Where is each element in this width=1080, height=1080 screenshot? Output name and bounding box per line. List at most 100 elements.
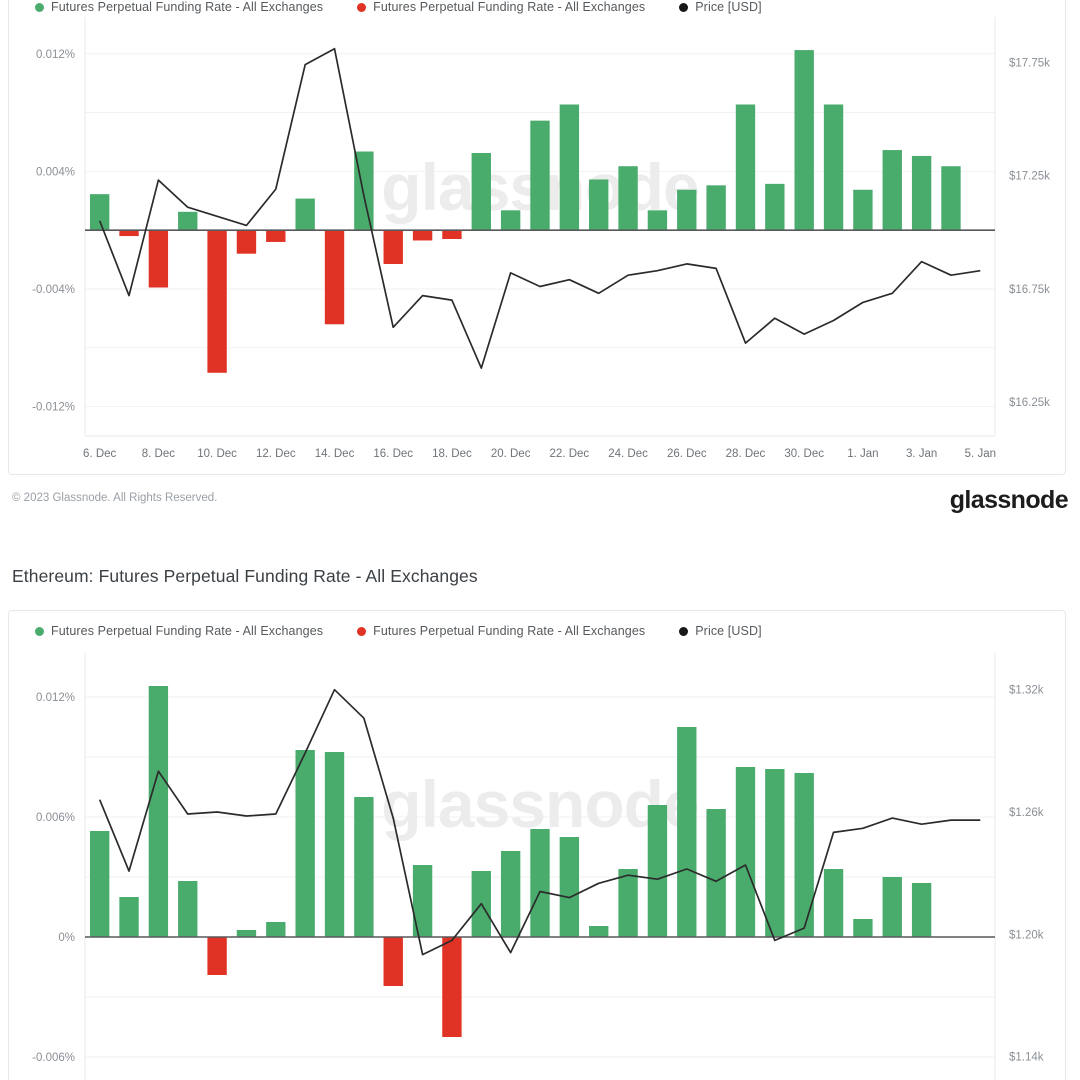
bar-negative[interactable] — [442, 937, 462, 1037]
bar-positive[interactable] — [559, 104, 580, 231]
x-axis-tick-label: 24. Dec — [608, 448, 648, 460]
bar-positive[interactable] — [530, 829, 550, 937]
plot-area-bottom: glassnode 0.012% 0.006% 0% -0.006% $1.32k $1.2… — [9, 611, 1065, 1080]
legend-item-negative-funding-rate[interactable]: Futures Perpetual Funding Rate - All Exc… — [357, 624, 645, 638]
bar-positive[interactable] — [589, 179, 609, 231]
bar-positive[interactable] — [618, 166, 638, 231]
bar-positive[interactable] — [823, 869, 844, 937]
bar-positive[interactable] — [853, 919, 873, 937]
y-axis-tick-label: -0.004% — [32, 284, 75, 296]
y-axis-tick-label: 0.004% — [36, 166, 75, 178]
bar-negative[interactable] — [383, 937, 403, 986]
bar-positive[interactable] — [853, 189, 873, 231]
bar-positive[interactable] — [266, 922, 286, 937]
bar-positive[interactable] — [89, 831, 110, 937]
bar-positive[interactable] — [618, 869, 638, 937]
bar-positive[interactable] — [354, 797, 374, 937]
bar-positive[interactable] — [412, 865, 433, 937]
legend-item-price-usd[interactable]: Price [USD] — [679, 624, 762, 638]
legend-label: Futures Perpetual Funding Rate - All Exc… — [373, 624, 646, 638]
bar-positive[interactable] — [178, 881, 198, 937]
bar-positive[interactable] — [295, 198, 315, 231]
bar-positive[interactable] — [500, 851, 521, 937]
bar-positive[interactable] — [882, 150, 902, 231]
bar-positive[interactable] — [500, 210, 521, 231]
bar-positive[interactable] — [119, 897, 139, 937]
y-axis-tick-label: -0.012% — [32, 402, 75, 414]
y-axis-tick-label: 0.012% — [36, 49, 75, 61]
bar-positive[interactable] — [765, 769, 785, 937]
bar-positive[interactable] — [735, 104, 756, 231]
ethereum-funding-rate-plot: glassnode 0.012% 0.006% 0% -0.006% $1.32k $1.2… — [32, 653, 1044, 1080]
x-axis-tick-label: 12. Dec — [256, 448, 296, 460]
bar-negative[interactable] — [383, 230, 403, 264]
chart-legend-bottom: Futures Perpetual Funding Rate - All Exc… — [35, 623, 762, 639]
bar-positive[interactable] — [178, 211, 198, 231]
bar-positive[interactable] — [911, 883, 932, 937]
legend-dot-black-icon — [679, 2, 689, 12]
y2-axis-tick-label: $17.75k — [1009, 57, 1050, 69]
price-line — [98, 47, 981, 369]
bar-negative[interactable] — [207, 230, 227, 373]
bar-negative[interactable] — [266, 230, 286, 242]
legend-item-negative-funding-rate[interactable]: Futures Perpetual Funding Rate - All Exc… — [357, 0, 645, 14]
legend-label: Price [USD] — [695, 624, 762, 638]
x-axis-tick-label: 3. Jan — [906, 448, 937, 460]
page-title-ethereum-funding-rate: Ethereum: Futures Perpetual Funding Rate… — [12, 566, 478, 586]
bar-positive[interactable] — [911, 155, 932, 231]
bar-negative[interactable] — [119, 230, 139, 237]
bar-negative[interactable] — [207, 937, 227, 975]
price-line — [98, 688, 981, 956]
bar-positive[interactable] — [735, 767, 756, 937]
chart-legend-top: Futures Perpetual Funding Rate - All Exc… — [35, 0, 762, 15]
bar-positive[interactable] — [677, 189, 697, 231]
bar-positive[interactable] — [295, 750, 315, 937]
bar-positive[interactable] — [89, 194, 110, 231]
bar-positive[interactable] — [471, 152, 491, 231]
bar-negative[interactable] — [442, 230, 462, 239]
bar-positive[interactable] — [647, 805, 668, 937]
legend-item-positive-funding-rate[interactable]: Futures Perpetual Funding Rate - All Exc… — [35, 0, 323, 14]
y2-axis-tick-label: $16.25k — [1009, 397, 1050, 409]
bar-positive[interactable] — [559, 837, 580, 937]
bar-negative[interactable] — [236, 230, 257, 254]
ethereum-funding-rate-chart-card[interactable]: Futures Perpetual Funding Rate - All Exc… — [8, 610, 1066, 1080]
bar-negative[interactable] — [148, 230, 169, 288]
bar-positive[interactable] — [941, 166, 961, 231]
x-axis-tick-label: 14. Dec — [315, 448, 355, 460]
x-axis-tick-label: 8. Dec — [142, 448, 175, 460]
plot-area-top: glassnode0.012%0.004%-0.004%-0.012%$17.7… — [9, 0, 1065, 474]
bar-positive[interactable] — [882, 877, 902, 937]
bar-positive[interactable] — [530, 120, 550, 231]
bar-positive[interactable] — [794, 773, 814, 937]
x-axis-tick-label: 6. Dec — [83, 448, 116, 460]
y2-axis-tick-label: $16.75k — [1009, 284, 1050, 296]
legend-item-price-usd[interactable]: Price [USD] — [679, 0, 762, 14]
bitcoin-funding-rate-chart-card[interactable]: Futures Perpetual Funding Rate - All Exc… — [8, 0, 1066, 475]
x-axis-tick-label: 10. Dec — [197, 448, 237, 460]
bar-positive[interactable] — [236, 930, 257, 937]
legend-dot-black-icon — [679, 626, 689, 636]
bar-positive[interactable] — [647, 210, 668, 231]
x-axis-tick-label: 20. Dec — [491, 448, 531, 460]
legend-label: Futures Perpetual Funding Rate - All Exc… — [51, 0, 324, 14]
x-axis-tick-label: 1. Jan — [847, 448, 878, 460]
x-axis-tick-label: 5. Jan — [965, 448, 996, 460]
y-axis-tick-label: 0% — [58, 932, 75, 944]
legend-item-positive-funding-rate[interactable]: Futures Perpetual Funding Rate - All Exc… — [35, 624, 323, 638]
bar-positive[interactable] — [589, 926, 609, 937]
y2-axis-tick-label: $17.25k — [1009, 171, 1050, 183]
svg-text:glassnode: glassnode — [381, 767, 698, 841]
legend-label: Price [USD] — [695, 0, 762, 14]
bar-positive[interactable] — [706, 185, 726, 231]
bar-positive[interactable] — [677, 727, 697, 937]
legend-dot-green-icon — [35, 2, 44, 12]
bar-negative[interactable] — [324, 230, 345, 325]
bar-positive[interactable] — [706, 809, 726, 937]
bar-positive[interactable] — [794, 50, 814, 231]
bar-negative[interactable] — [412, 230, 433, 241]
bar-positive[interactable] — [324, 752, 345, 937]
bar-positive[interactable] — [823, 104, 844, 231]
bar-positive[interactable] — [765, 183, 785, 231]
bar-positive[interactable] — [148, 686, 169, 937]
